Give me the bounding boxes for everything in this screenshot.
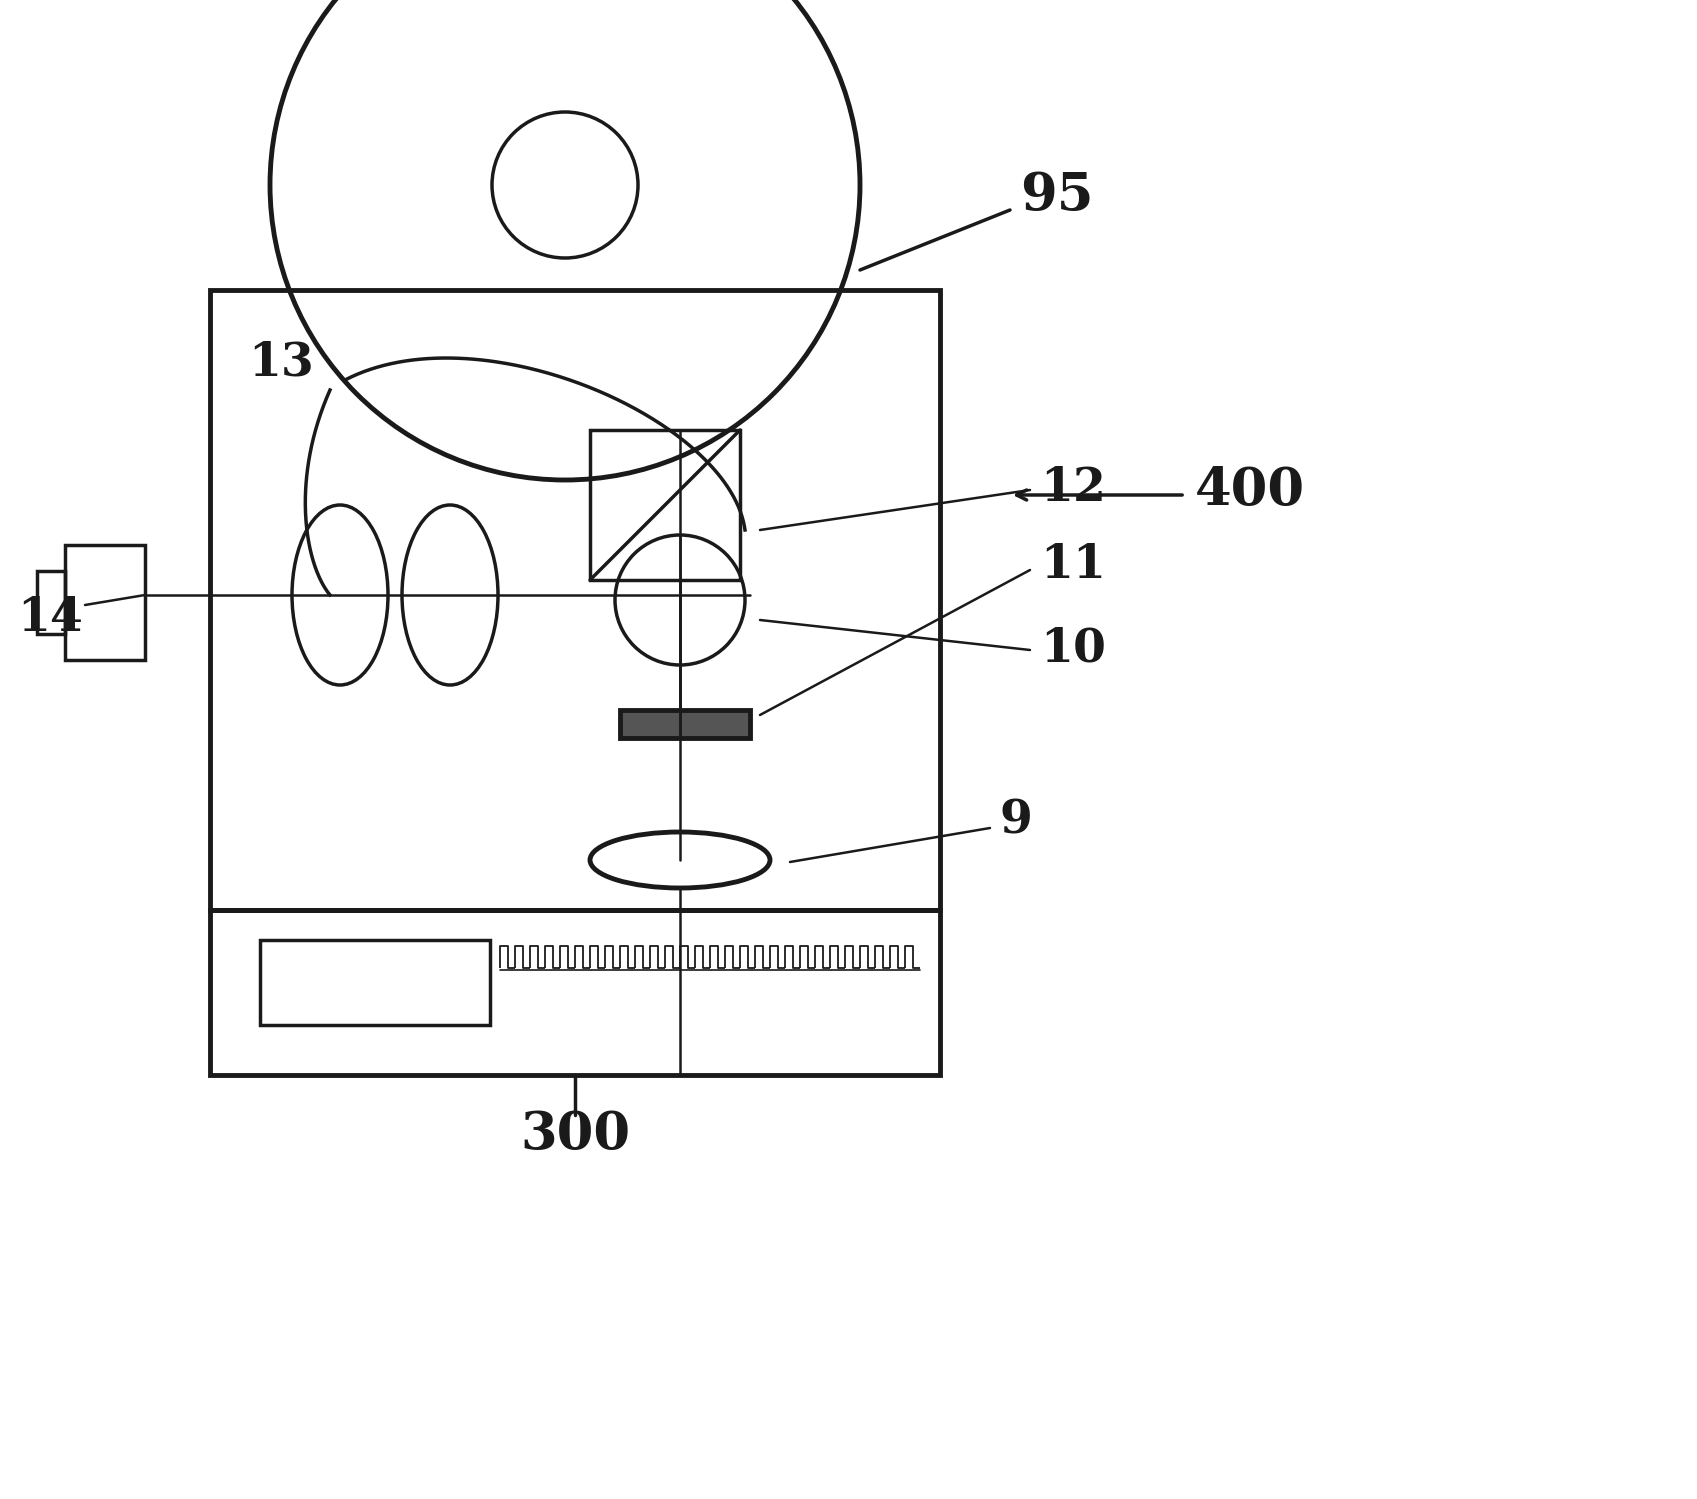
Bar [37, 571, 64, 634]
Text: 11: 11 [1040, 543, 1106, 588]
Bar [260, 940, 490, 1025]
Text: 400: 400 [1195, 465, 1305, 516]
Bar [210, 289, 940, 910]
Bar [591, 430, 740, 580]
Bar [619, 711, 750, 738]
Bar [64, 546, 144, 660]
Text: 14: 14 [17, 595, 83, 642]
Text: 10: 10 [1040, 625, 1106, 672]
Text: 95: 95 [1020, 169, 1093, 220]
Bar [210, 910, 940, 1075]
Text: 300: 300 [519, 1109, 630, 1160]
Text: 13: 13 [248, 339, 314, 385]
Text: 9: 9 [1000, 797, 1033, 842]
Text: 12: 12 [1040, 465, 1106, 511]
